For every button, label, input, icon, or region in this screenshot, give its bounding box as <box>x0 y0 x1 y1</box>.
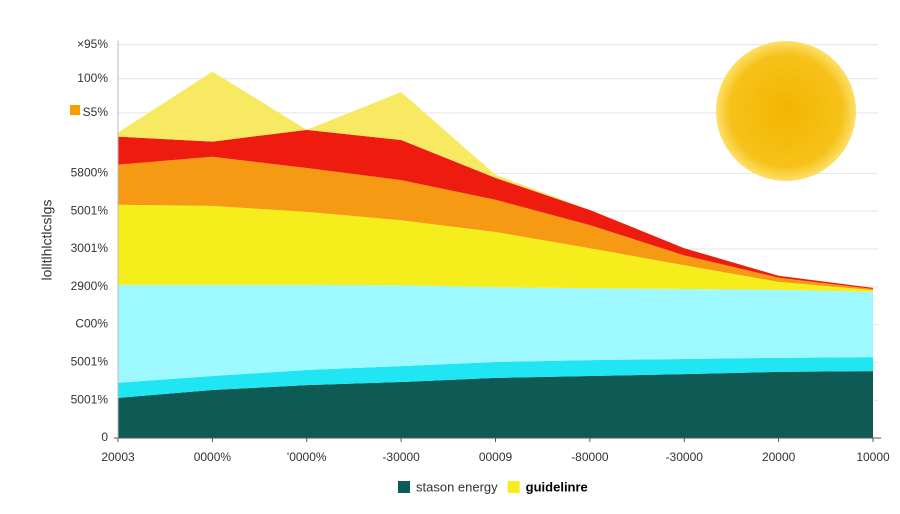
area <box>118 156 873 291</box>
legend-swatch <box>507 481 520 493</box>
area <box>118 71 873 288</box>
x-tick-label: -30000 <box>666 450 704 464</box>
area <box>118 129 873 290</box>
tick-marker <box>70 105 80 115</box>
x-tick-label: '0000% <box>287 450 327 464</box>
plot-area <box>118 44 878 439</box>
y-tick-label: 5001% <box>71 355 109 369</box>
y-tick-label: S5% <box>83 105 109 119</box>
x-tick-label: -80000 <box>571 450 609 464</box>
x-tick-label: 00009 <box>479 450 513 464</box>
x-tick-label: 20003 <box>101 450 135 464</box>
x-tick-label: 20000 <box>762 450 796 464</box>
area <box>118 357 873 398</box>
area <box>118 204 873 293</box>
y-axis-label: lolltlhlctlcslgs <box>39 200 55 281</box>
y-tick-label: 0 <box>101 430 108 444</box>
area <box>118 284 873 383</box>
y-tick-label: C00% <box>75 317 108 331</box>
sun-decoration <box>716 41 856 181</box>
area <box>118 371 873 438</box>
y-tick-label: 100% <box>77 71 108 85</box>
x-tick-label: -30000 <box>382 450 420 464</box>
legend-label: stason energy <box>416 479 498 494</box>
y-tick-label: 5001% <box>71 203 109 217</box>
y-tick-label: 3001% <box>71 241 109 255</box>
y-tick-label: ×95% <box>77 37 108 51</box>
y-tick-label: 2900% <box>71 279 109 293</box>
x-tick-label: 0000% <box>194 450 232 464</box>
legend-label: guidelinre <box>526 479 588 494</box>
y-tick-label: 5800% <box>71 166 109 180</box>
x-tick-label: 10000 <box>856 450 890 464</box>
y-tick-label: 5001% <box>71 392 109 406</box>
legend-swatch <box>398 481 410 493</box>
